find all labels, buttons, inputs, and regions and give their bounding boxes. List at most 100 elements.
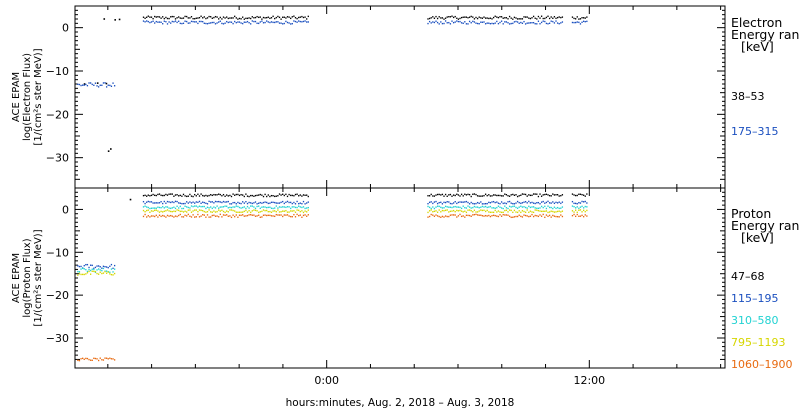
data-point — [163, 194, 165, 197]
legend-title-line: [keV] — [741, 39, 774, 54]
data-point — [448, 211, 450, 213]
data-point — [468, 203, 471, 205]
data-point — [571, 200, 574, 203]
data-point — [182, 22, 185, 25]
data-point — [240, 207, 242, 209]
data-point — [440, 21, 442, 23]
data-point — [545, 16, 548, 19]
data-point — [500, 16, 503, 18]
data-point — [510, 206, 512, 208]
data-point — [261, 194, 263, 196]
data-point — [478, 195, 480, 197]
data-point — [224, 17, 226, 19]
data-point — [190, 205, 193, 207]
data-point — [432, 21, 434, 23]
data-point — [166, 214, 169, 217]
data-point — [158, 206, 161, 209]
data-point — [518, 201, 520, 204]
data-point — [298, 16, 300, 19]
data-point — [486, 215, 488, 217]
data-point — [184, 210, 186, 212]
data-point — [464, 193, 466, 195]
data-point — [205, 22, 207, 25]
data-point — [189, 215, 191, 217]
data-point — [157, 21, 159, 23]
data-point — [176, 205, 178, 208]
data-point — [301, 15, 303, 18]
data-point — [149, 216, 151, 218]
data-point — [496, 211, 498, 213]
data-point — [497, 202, 500, 204]
data-point — [245, 193, 247, 195]
data-point — [282, 23, 284, 25]
data-point — [454, 200, 456, 203]
data-point — [573, 21, 575, 24]
data-point — [104, 357, 106, 359]
data-point — [230, 21, 233, 23]
data-point — [548, 194, 551, 197]
data-point — [508, 23, 511, 25]
data-point — [206, 17, 209, 19]
data-point — [529, 215, 532, 217]
data-point — [227, 215, 229, 217]
panel-2-frame — [74, 187, 726, 369]
data-point — [253, 20, 255, 23]
data-point — [259, 216, 261, 219]
data-point — [489, 211, 492, 214]
data-point — [462, 205, 464, 207]
data-point — [489, 205, 492, 208]
data-point — [240, 18, 242, 20]
data-point — [269, 206, 271, 208]
data-point — [262, 209, 265, 211]
data-point — [496, 215, 498, 217]
data-point — [149, 207, 151, 210]
data-point — [264, 209, 266, 212]
data-point — [186, 206, 188, 208]
y-axis-title-line: log(Electron Flux) — [22, 53, 33, 141]
data-point — [299, 206, 301, 208]
data-point — [110, 268, 113, 270]
data-point — [208, 216, 210, 218]
data-point — [166, 209, 169, 211]
data-point — [545, 210, 548, 212]
data-point — [178, 16, 180, 18]
data-point — [586, 202, 588, 204]
data-point — [222, 200, 225, 203]
data-point — [275, 213, 277, 216]
data-point — [556, 202, 559, 204]
data-point — [451, 203, 453, 205]
data-point — [245, 215, 247, 217]
data-point — [531, 206, 533, 208]
data-point — [171, 15, 173, 18]
data-point — [444, 215, 447, 217]
data-point — [491, 195, 493, 197]
data-point — [238, 206, 241, 209]
data-point — [451, 20, 453, 22]
data-point — [448, 206, 450, 208]
data-point — [504, 205, 506, 207]
data-point — [561, 215, 564, 218]
data-point — [280, 214, 282, 216]
data-point — [96, 85, 98, 87]
data-point — [222, 214, 225, 216]
data-point — [246, 20, 249, 23]
data-point — [226, 214, 228, 216]
data-point — [488, 206, 490, 208]
data-point — [528, 215, 530, 218]
data-point — [581, 205, 583, 208]
data-point — [190, 211, 193, 213]
data-point — [250, 205, 252, 207]
data-point — [104, 265, 106, 268]
data-point — [112, 267, 114, 270]
data-point — [210, 206, 212, 208]
data-point — [187, 17, 189, 19]
data-point — [484, 214, 487, 217]
data-point — [481, 215, 484, 217]
data-point — [150, 201, 153, 203]
data-point — [540, 195, 543, 197]
data-point — [110, 358, 113, 360]
data-point — [441, 193, 444, 196]
data-point — [154, 22, 156, 24]
data-point — [502, 17, 504, 19]
data-point — [467, 209, 469, 211]
